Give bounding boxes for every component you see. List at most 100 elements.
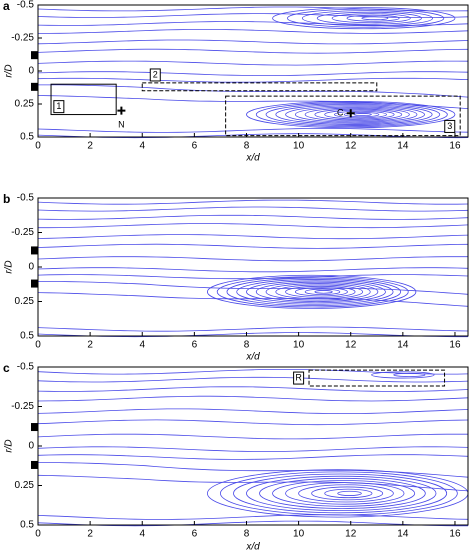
vortex-streamline (334, 110, 387, 119)
panel-label: b (3, 192, 10, 206)
panel: 0 2 4 6 8 10 12 14 16-0.5-0.2500.250.5ax/dr/D123… (3, 0, 469, 164)
vortex-streamline (285, 105, 425, 124)
vortex-streamline (304, 288, 341, 295)
vortex-streamline (236, 279, 394, 305)
streamline (38, 84, 469, 98)
plus-marker (117, 106, 126, 115)
vortex-streamline (314, 108, 403, 121)
x-tick-label: 16 (449, 340, 461, 351)
vortex-streamline (206, 274, 417, 309)
streamline (37, 454, 469, 460)
streamline (37, 274, 469, 280)
vortex-streamline (324, 109, 395, 120)
annotation: C (337, 108, 344, 118)
panel-label: a (3, 0, 10, 13)
y-tick-label: 0.5 (20, 520, 34, 531)
vortex-streamline (216, 276, 409, 308)
x-tick-label: 0 (35, 529, 41, 540)
vortex-streamline (265, 103, 441, 126)
streamline (37, 71, 469, 76)
streamline (37, 128, 469, 133)
x-axis-label: x/d (245, 542, 260, 553)
x-tick-label: 12 (345, 141, 357, 152)
x-tick-label: 16 (449, 141, 461, 152)
vortex-streamline (285, 482, 405, 505)
streamline (37, 520, 468, 527)
y-tick-label: -0.25 (11, 227, 34, 238)
vortex-streamline (343, 111, 380, 118)
streamline (38, 29, 469, 34)
x-tick-label: 2 (87, 141, 93, 152)
y-tick-label: 0 (28, 262, 34, 273)
vortex-streamline (311, 486, 384, 501)
y-axis-label: r/D (4, 64, 15, 77)
panel: 0 2 4 6 8 10 12 14 16 -0.5 -0.25 0 0.25 0.5 b x/d r/D (3, 192, 469, 363)
vortex-streamline (272, 7, 456, 30)
y-tick-label: 0.25 (15, 480, 35, 491)
region-box (308, 369, 446, 387)
vortex-streamline (294, 106, 418, 123)
y-tick-label: 0 (28, 66, 34, 77)
x-tick-label: 14 (397, 141, 409, 152)
vortex-streamline (265, 283, 371, 301)
vortex-streamline (337, 490, 362, 496)
nozzle-marker (31, 423, 38, 432)
streamline (37, 408, 469, 414)
label-box (293, 371, 305, 385)
y-tick-label: -0.25 (11, 401, 34, 412)
streamline (37, 326, 469, 332)
y-axis-label: r/D (4, 439, 15, 452)
streamline (37, 446, 469, 452)
region-box (50, 83, 117, 116)
vortex-streamline (255, 281, 379, 302)
y-tick-label: 0.25 (15, 296, 35, 307)
streamline (37, 48, 469, 54)
vortex-streamline (324, 488, 373, 499)
y-tick-label: -0.5 (17, 0, 35, 11)
label-box (444, 119, 456, 133)
x-tick-label: 8 (244, 340, 250, 351)
streamline (37, 256, 468, 262)
x-tick-label: 12 (345, 529, 357, 540)
vortex-streamline (371, 371, 435, 379)
x-tick-label: 14 (397, 340, 409, 351)
streamline (37, 433, 468, 440)
streamline (37, 514, 469, 520)
vortex-streamline (346, 14, 400, 22)
vortex-streamline (316, 11, 422, 25)
vortex-streamline (331, 13, 411, 24)
streamline (38, 223, 469, 229)
y-axis-label: r/D (4, 260, 15, 273)
vortex-streamline (246, 475, 437, 512)
streamline (37, 13, 469, 18)
vortex-streamline (233, 473, 448, 514)
annotation: 1 (56, 101, 61, 111)
x-tick-label: 2 (87, 340, 93, 351)
vortex-streamline (259, 477, 426, 509)
vortex-streamline (304, 107, 410, 122)
vortex-streamline (246, 100, 456, 129)
streamline (37, 77, 469, 83)
nozzle-marker (31, 279, 38, 288)
annotation: 2 (153, 69, 158, 79)
vortex-streamline (393, 372, 426, 377)
x-tick-label: 2 (87, 529, 93, 540)
x-tick-label: 14 (397, 529, 409, 540)
streamline (37, 376, 469, 383)
streamline (37, 199, 469, 205)
panel: 0 2 4 6 8 10 12 14 16 -0.5 -0.25 0 0.25 0.5 c x/d r/D R (3, 361, 469, 553)
streamline (37, 214, 469, 220)
streamline (37, 395, 469, 402)
plus-marker (346, 109, 355, 118)
nozzle-marker (31, 51, 38, 60)
streamline (37, 21, 469, 26)
nozzle-marker (31, 82, 38, 91)
x-axis-label: x/d (245, 352, 260, 363)
x-tick-label: 8 (244, 529, 250, 540)
x-tick-label: 6 (192, 141, 198, 152)
vortex-streamline (287, 8, 445, 28)
streamline (37, 369, 469, 375)
x-tick-label: 16 (449, 529, 461, 540)
label-box (149, 68, 161, 82)
x-tick-label: 12 (345, 340, 357, 351)
